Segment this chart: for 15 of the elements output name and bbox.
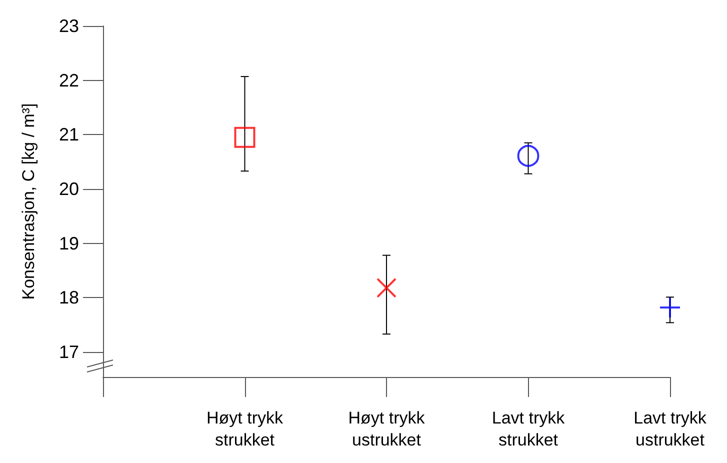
y-tick-label: 22	[58, 70, 79, 90]
y-axis-title: Konsentrasjon, C [kg / m³]	[19, 103, 38, 300]
point	[376, 278, 396, 298]
y-tick-label: 21	[58, 124, 79, 145]
y-tick-label: 23	[58, 16, 79, 36]
x-tick-label: Lavt trykk strukket	[492, 408, 566, 450]
y-tick-label: 17	[58, 342, 79, 362]
y-tick-label: 18	[58, 288, 79, 308]
point	[234, 126, 256, 148]
y-tick-label: 19	[58, 233, 79, 254]
x-tick-label: Lavt trykk ustrukket	[634, 408, 707, 450]
x-tick-label: Høyt trykk ustrukket	[348, 408, 426, 450]
x-tick-label: Høyt trykk strukket	[206, 408, 284, 450]
point	[517, 144, 540, 167]
y-tick-label: 20	[58, 179, 79, 200]
